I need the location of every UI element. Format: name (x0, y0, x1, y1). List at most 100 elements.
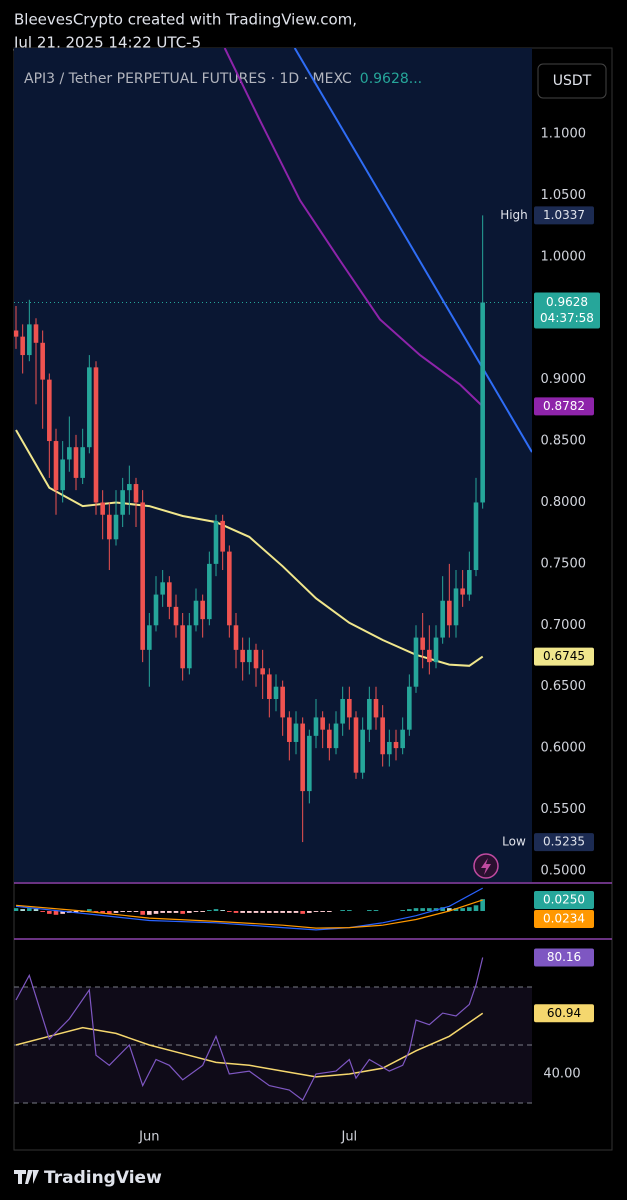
y-tick-label: 1.1000 (541, 126, 587, 141)
histogram-bar (113, 911, 119, 913)
candle-body (53, 441, 59, 491)
candle-body (300, 723, 305, 792)
histogram-bar (340, 910, 345, 911)
candle-body (327, 729, 332, 749)
candle-body (47, 379, 52, 442)
histogram-bar (133, 911, 139, 912)
brand: TradingView (44, 1168, 162, 1188)
candle-body (67, 447, 72, 460)
histogram-bar (27, 908, 32, 911)
candle-body (240, 649, 245, 663)
candle-body (467, 570, 472, 595)
histogram-bar (160, 911, 165, 913)
y-tick-label: 1.0000 (541, 249, 587, 264)
histogram-value: 0.0250 (543, 893, 585, 907)
candle-body (273, 686, 279, 699)
candle-body (340, 698, 345, 724)
candle-body (280, 686, 285, 718)
marker-label: High (500, 208, 528, 222)
histogram-bar (60, 911, 65, 914)
candle-body (147, 625, 152, 650)
marker-value: 1.0337 (543, 208, 585, 222)
candle-body (173, 606, 179, 626)
ma-value-box (534, 647, 594, 666)
histogram-bar (287, 911, 292, 913)
candle-body (453, 588, 459, 626)
histogram-bar (480, 899, 485, 911)
histogram-bar (93, 911, 99, 912)
line-series (15, 429, 484, 667)
histogram-bar (420, 908, 425, 911)
histogram-bar (313, 911, 319, 912)
ma-value: 0.6745 (543, 649, 585, 663)
histogram-bar (260, 911, 265, 913)
histogram-bar (273, 911, 279, 913)
symbol-name: API3 / Tether PERPETUAL FUTURES · 1D · M… (24, 71, 352, 87)
line-series (293, 48, 532, 453)
histogram-bar (220, 910, 225, 911)
alert-bolt (481, 858, 491, 875)
histogram-bar (120, 911, 125, 912)
candle-body (207, 563, 212, 620)
histogram-bar (473, 905, 479, 911)
histogram-bar (53, 911, 59, 915)
pane-layer (14, 887, 485, 931)
candle-body (373, 698, 379, 718)
x-tick-label: Jul (340, 1130, 357, 1145)
candle-body (293, 723, 299, 742)
histogram-bar (440, 907, 445, 911)
histogram-bar (187, 911, 192, 913)
y-tick-label: 0.8000 (541, 495, 587, 510)
histogram-bar (253, 911, 259, 913)
histogram-bar (453, 908, 459, 911)
candle-body (213, 520, 219, 564)
y-tick-label: 0.5500 (541, 802, 587, 817)
candle-body (33, 324, 39, 343)
y-tick-label: 0.6000 (541, 741, 587, 756)
currency-label[interactable]: USDT (553, 73, 592, 89)
candle-body (353, 717, 359, 773)
histogram-bar (320, 911, 325, 912)
histogram-bar (413, 908, 419, 911)
line-series (15, 887, 483, 931)
histogram-bar (347, 910, 352, 911)
candle-body (87, 367, 92, 448)
candle-body (233, 625, 239, 650)
candle-body (480, 302, 485, 503)
candle-body (73, 447, 79, 478)
main-pane (14, 48, 532, 882)
ma-value-box (534, 397, 594, 416)
y-tick-label: 0.8500 (541, 434, 587, 449)
histogram-bar (400, 910, 405, 911)
candle-body (27, 324, 32, 356)
candle-body (413, 637, 419, 687)
line-series (223, 48, 484, 408)
candle-body (247, 649, 252, 663)
candle-body (307, 735, 312, 792)
candle-body (420, 637, 425, 650)
histogram-bar (207, 910, 212, 911)
histogram-bar (373, 910, 379, 911)
histogram-value-box (534, 891, 594, 909)
candle-body (287, 717, 292, 742)
histogram-bar (307, 911, 312, 913)
candle-body (113, 514, 119, 540)
timestamp: Jul 21, 2025 14:22 UTC-5 (13, 34, 201, 52)
candle-body (380, 717, 385, 755)
signal-value: 0.0234 (543, 912, 585, 926)
currency-button[interactable] (537, 63, 607, 99)
marker-label: Low (502, 835, 526, 849)
histogram-bar (467, 907, 472, 911)
histogram-bar (167, 911, 172, 913)
candle-body (400, 729, 405, 749)
histogram-bar (427, 908, 432, 911)
candle-body (153, 594, 159, 626)
histogram-bar (173, 911, 179, 913)
candle-body (93, 367, 99, 503)
candle-body (360, 729, 365, 773)
candle-body (473, 502, 479, 571)
histogram-bar (407, 909, 412, 911)
candle-body (367, 698, 372, 730)
candle-body (180, 625, 185, 669)
